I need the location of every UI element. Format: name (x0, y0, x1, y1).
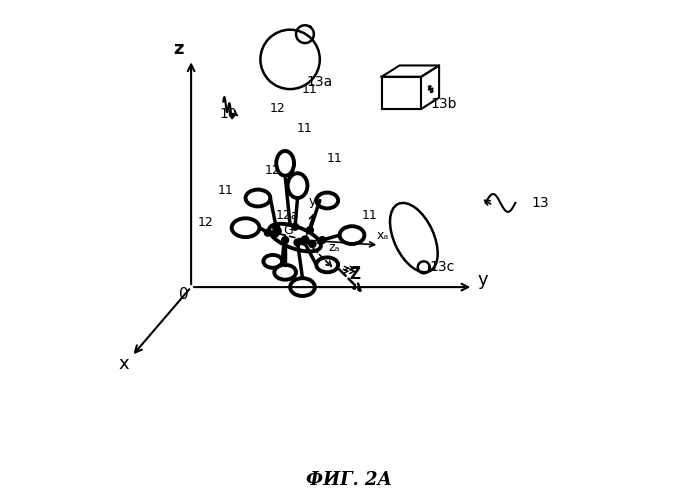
Text: xₐ: xₐ (377, 229, 389, 242)
Text: y: y (478, 271, 489, 289)
Text: z: z (173, 41, 184, 58)
Text: 12: 12 (265, 164, 281, 177)
Text: 11: 11 (326, 152, 343, 165)
Text: 11: 11 (302, 83, 318, 96)
Text: 13a: 13a (307, 75, 333, 89)
Circle shape (264, 229, 271, 236)
Text: yₐ: yₐ (309, 196, 321, 208)
Circle shape (309, 241, 316, 248)
Text: 11: 11 (218, 184, 233, 197)
Text: x: x (119, 355, 129, 373)
Text: 11: 11 (297, 122, 313, 135)
Text: Z̅: Z̅ (349, 267, 360, 282)
Circle shape (291, 223, 298, 230)
Text: 11: 11 (361, 209, 377, 222)
Text: 12: 12 (198, 216, 214, 229)
Circle shape (272, 230, 279, 237)
Text: zₐ: zₐ (329, 241, 340, 254)
Circle shape (282, 237, 289, 244)
Text: 13: 13 (531, 196, 549, 210)
Text: 13b: 13b (431, 97, 457, 111)
Text: 0: 0 (179, 287, 189, 302)
Circle shape (273, 224, 280, 231)
Text: 13c: 13c (429, 260, 454, 274)
Circle shape (319, 237, 326, 244)
Text: G: G (283, 224, 292, 237)
Text: 12: 12 (270, 102, 286, 115)
Circle shape (274, 228, 281, 235)
Text: 12a: 12a (276, 209, 299, 222)
Text: ФИГ. 2А: ФИГ. 2А (306, 471, 393, 489)
Circle shape (301, 236, 309, 244)
Circle shape (294, 239, 301, 246)
Circle shape (301, 238, 308, 245)
Circle shape (306, 227, 313, 234)
Text: 10: 10 (219, 107, 237, 121)
